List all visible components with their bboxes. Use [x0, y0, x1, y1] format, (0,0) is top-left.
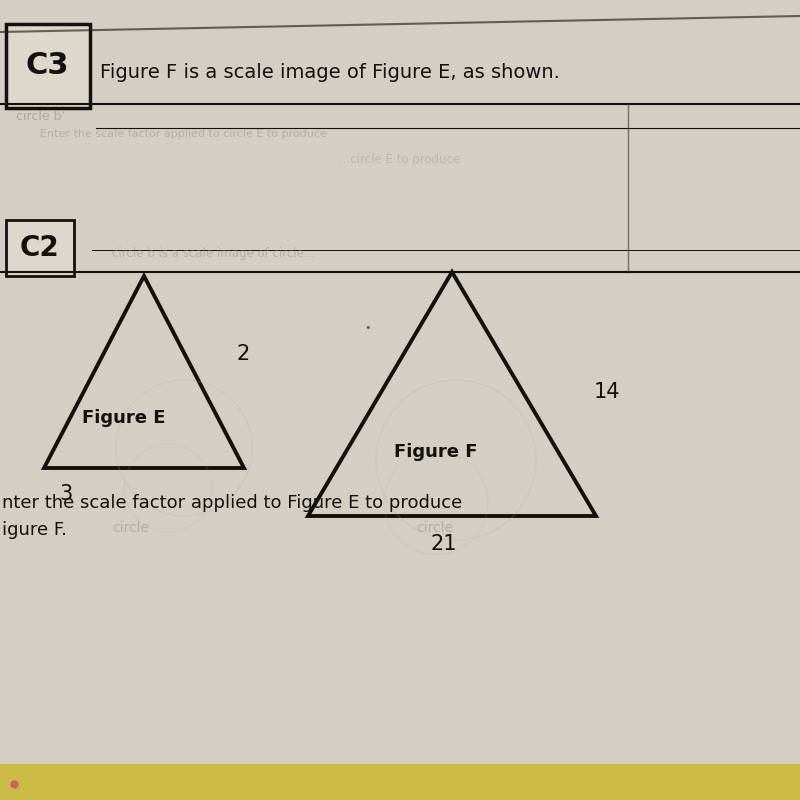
Text: Figure F: Figure F [394, 443, 478, 461]
Text: 2: 2 [236, 344, 250, 363]
FancyBboxPatch shape [6, 24, 90, 108]
Text: Enter the scale factor applied to circle E to produce: Enter the scale factor applied to circle… [40, 129, 327, 138]
Text: Figure F is a scale image of Figure E, as shown.: Figure F is a scale image of Figure E, a… [100, 62, 560, 82]
Text: 3: 3 [59, 484, 72, 504]
Text: 14: 14 [594, 382, 620, 402]
Text: C3: C3 [26, 51, 70, 81]
Text: 21: 21 [430, 534, 458, 554]
Text: circle: circle [416, 521, 453, 535]
Text: circle b is a scale image of circle...: circle b is a scale image of circle... [112, 247, 315, 260]
Text: •: • [365, 323, 371, 333]
Text: C2: C2 [20, 234, 59, 262]
Text: ...circle E to produce: ...circle E to produce [339, 154, 461, 166]
FancyBboxPatch shape [6, 220, 74, 276]
Text: circle b': circle b' [16, 110, 65, 122]
Text: circle: circle [112, 521, 149, 535]
Text: Figure E: Figure E [82, 409, 166, 426]
FancyBboxPatch shape [0, 764, 800, 800]
Text: nter the scale factor applied to Figure E to produce
igure F.: nter the scale factor applied to Figure … [2, 494, 462, 539]
